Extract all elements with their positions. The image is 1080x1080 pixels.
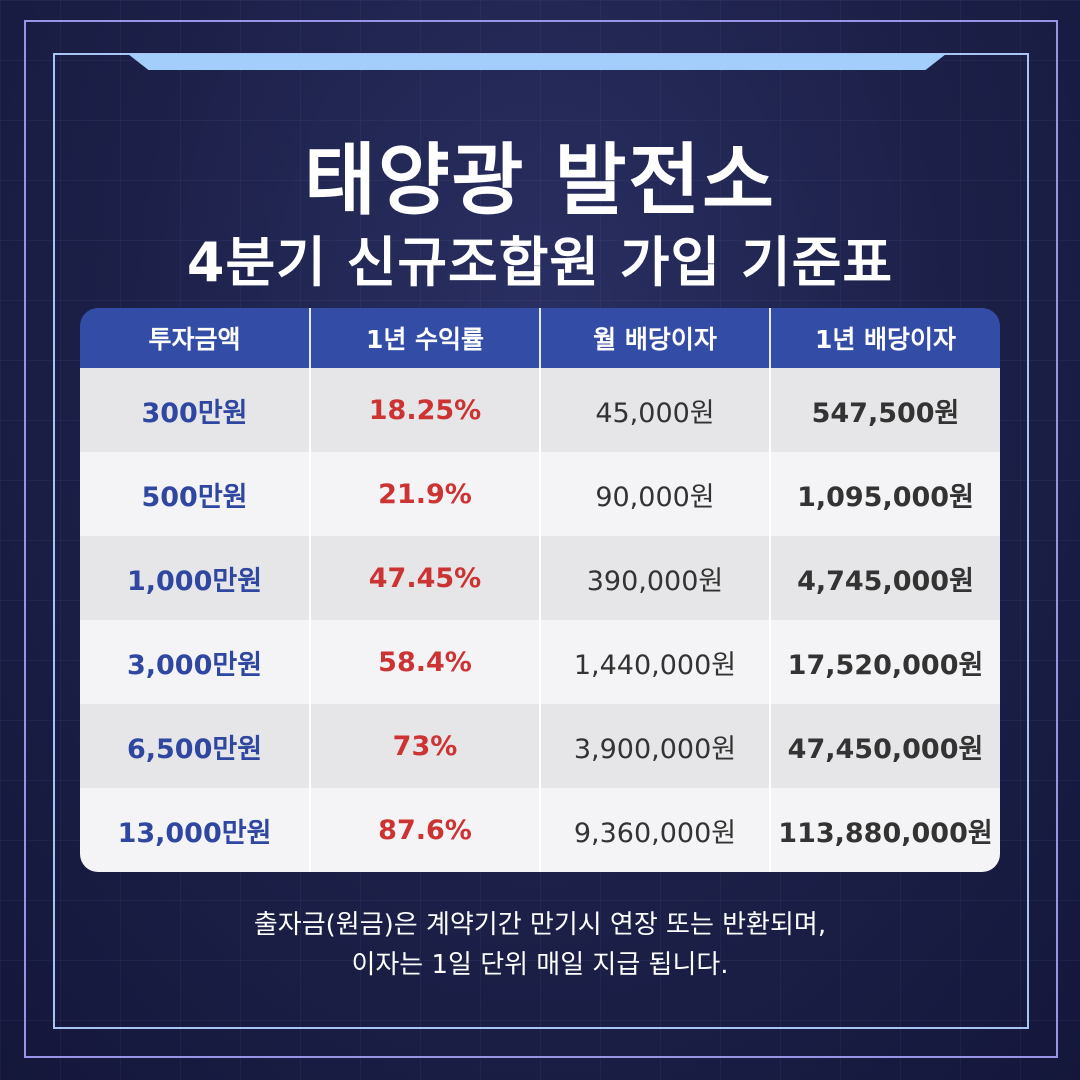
cell-yearly: 17,520,000원 [770,620,1000,704]
table-row: 13,000만원 87.6% 9,360,000원 113,880,000원 [80,788,1000,872]
header-yearly: 1년 배당이자 [770,308,1000,368]
title-line2: 4분기 신규조합원 가입 기준표 [186,231,894,294]
cell-amount: 300만원 [80,368,311,452]
cell-rate: 73% [310,704,541,788]
cell-rate: 18.25% [310,368,541,452]
cell-monthly: 3,900,000원 [540,704,771,788]
cell-amount: 13,000만원 [80,788,311,872]
cell-rate: 87.6% [310,788,541,872]
cell-monthly: 390,000원 [540,536,771,620]
footer-line2: 이자는 1일 단위 매일 지급 됩니다. [351,950,729,980]
cell-rate: 21.9% [310,452,541,536]
table-row: 300만원 18.25% 45,000원 547,500원 [80,368,1000,452]
header-rate: 1년 수익률 [310,308,541,368]
cell-monthly: 45,000원 [540,368,771,452]
cell-yearly: 47,450,000원 [770,704,1000,788]
title-line1: 태양광 발전소 [304,136,776,226]
cell-amount: 500만원 [80,452,311,536]
cell-yearly: 113,880,000원 [770,788,1000,872]
outer-frame [24,20,1058,1058]
cell-rate: 47.45% [310,536,541,620]
header-amount: 투자금액 [80,308,311,368]
footer-note: 출자금(원금)은 계약기간 만기시 연장 또는 반환되며, 이자는 1일 단위 … [0,905,1080,985]
table-row: 6,500만원 73% 3,900,000원 47,450,000원 [80,704,1000,788]
cell-monthly: 90,000원 [540,452,771,536]
top-accent-bar [128,54,946,70]
table-row: 3,000만원 58.4% 1,440,000원 17,520,000원 [80,620,1000,704]
cell-monthly: 9,360,000원 [540,788,771,872]
cell-amount: 1,000만원 [80,536,311,620]
cell-yearly: 4,745,000원 [770,536,1000,620]
investment-table: 투자금액 1년 수익률 월 배당이자 1년 배당이자 300만원 18.25% 45… [80,308,1000,872]
cell-monthly: 1,440,000원 [540,620,771,704]
header-monthly: 월 배당이자 [540,308,771,368]
table-header-row: 투자금액 1년 수익률 월 배당이자 1년 배당이자 [80,308,1000,368]
cell-amount: 6,500만원 [80,704,311,788]
cell-rate: 58.4% [310,620,541,704]
cell-yearly: 1,095,000원 [770,452,1000,536]
table-row: 1,000만원 47.45% 390,000원 4,745,000원 [80,536,1000,620]
cell-yearly: 547,500원 [770,368,1000,452]
cell-amount: 3,000만원 [80,620,311,704]
table-row: 500만원 21.9% 90,000원 1,095,000원 [80,452,1000,536]
footer-line1: 출자금(원금)은 계약기간 만기시 연장 또는 반환되며, [253,910,827,940]
